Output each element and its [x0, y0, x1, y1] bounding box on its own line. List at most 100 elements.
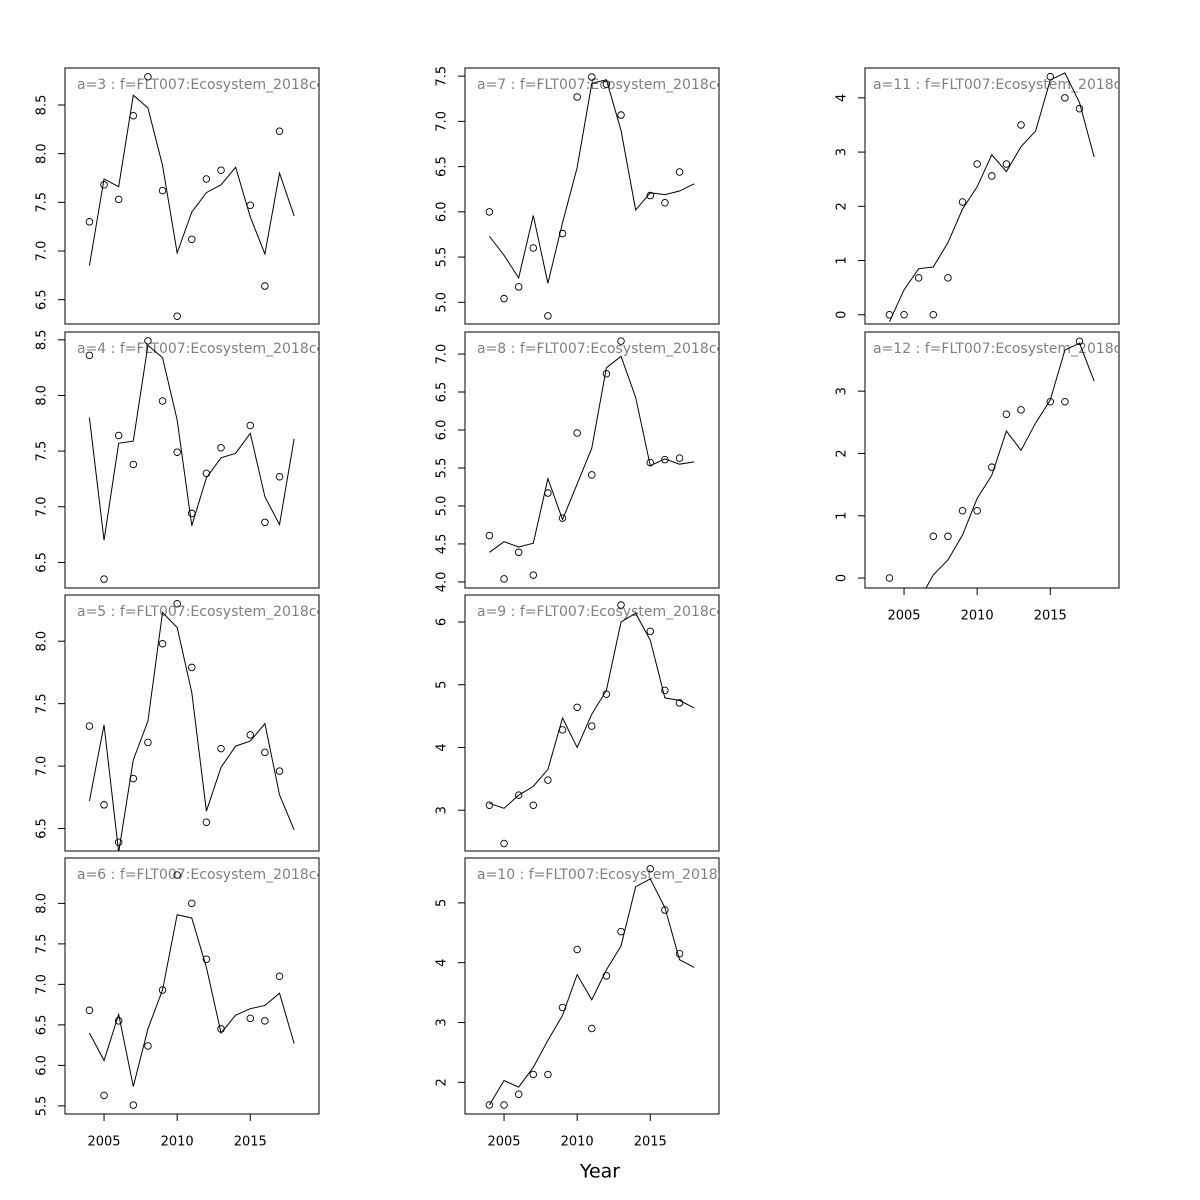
y-tick-label: 6.0 — [435, 201, 450, 222]
point — [114, 195, 123, 204]
y-tick-label: 5.0 — [435, 496, 450, 517]
point — [217, 166, 225, 174]
point — [275, 972, 284, 981]
point — [144, 1042, 152, 1050]
point — [646, 865, 655, 873]
y-tick-label: 5.5 — [435, 247, 450, 268]
x-tick-label: 2005 — [87, 1135, 120, 1150]
y-tick-label: 3 — [435, 806, 450, 814]
point — [1002, 410, 1011, 418]
fit-line — [489, 79, 695, 284]
panel-title: a=7 : f=FLT007:Ecosystem_2018cor — [477, 77, 731, 93]
y-tick-label: 7.0 — [435, 111, 450, 132]
point — [100, 801, 108, 809]
y-tick-label: 7.0 — [35, 241, 50, 262]
point — [202, 175, 211, 183]
point — [188, 663, 196, 672]
point — [529, 1070, 538, 1079]
panel-title: a=12 : f=FLT007:Ecosystem_2018cor — [873, 341, 1136, 357]
point — [588, 1024, 596, 1033]
x-tick-label: 2010 — [561, 1135, 594, 1150]
point — [275, 472, 284, 481]
y-tick-label: 5.5 — [35, 1096, 50, 1117]
point — [1061, 94, 1069, 102]
point — [661, 199, 669, 207]
panel-frame — [864, 331, 1120, 589]
fit-line — [88, 344, 295, 541]
point — [485, 1101, 494, 1109]
fit-line — [88, 914, 295, 1087]
point — [544, 1070, 552, 1079]
y-tick-label: 3 — [435, 1018, 450, 1026]
point — [514, 1090, 523, 1099]
point — [202, 818, 211, 827]
panel-title: a=6 : f=FLT007:Ecosystem_2018cor — [77, 867, 331, 883]
panel: 6.5 7.0 7.5 8.0 8.5 a=3 : f=FLT007:Ecosystem_… — [35, 67, 331, 325]
point — [944, 274, 952, 282]
panel-title: a=11 : f=FLT007:Ecosystem_2018cor — [873, 77, 1136, 93]
point — [944, 532, 952, 541]
y-tick-label: 0 — [835, 574, 850, 582]
plot-area: a=8 : f=FLT007:Ecosystem_2018cor — [477, 337, 719, 583]
point — [514, 791, 523, 799]
y-tick-label: 8.5 — [35, 95, 50, 116]
point — [129, 1101, 138, 1109]
point — [173, 871, 181, 879]
point — [544, 776, 552, 784]
point — [675, 168, 684, 176]
plot-area: a=4 : f=FLT007:Ecosystem_2018cor — [77, 337, 319, 583]
plot-area: a=10 : f=FLT007:Ecosystem_2018co — [477, 865, 719, 1109]
y-tick-label: 7.0 — [35, 974, 50, 995]
x-axis-label: Year — [579, 1161, 620, 1183]
plot-area: a=9 : f=FLT007:Ecosystem_2018cor — [477, 601, 719, 848]
point — [261, 748, 269, 757]
point — [573, 703, 581, 712]
point — [544, 312, 552, 320]
y-tick-label: 5 — [435, 681, 450, 689]
panel: 2 3 4 5 2005 2010 2015 a=10 : f=FLT007:Ecosyste… — [435, 857, 720, 1150]
point — [246, 731, 255, 739]
plot-area: a=5 : f=FLT007:Ecosystem_2018cor — [77, 599, 319, 851]
point — [958, 507, 967, 515]
y-tick-label: 1 — [835, 256, 850, 264]
point — [158, 397, 167, 405]
y-tick-label: 4.0 — [435, 572, 450, 593]
point — [1061, 398, 1069, 406]
x-tick-label: 2005 — [887, 609, 920, 624]
panel-title: a=3 : f=FLT007:Ecosystem_2018cor — [77, 77, 331, 93]
y-tick-label: 7.5 — [35, 693, 50, 714]
point — [588, 722, 596, 730]
y-tick-label: 6.5 — [35, 289, 50, 310]
point — [275, 767, 284, 775]
y-tick-label: 8.0 — [35, 893, 50, 914]
panel-frame — [464, 594, 720, 852]
point — [144, 73, 152, 81]
point — [529, 571, 538, 579]
point — [617, 601, 625, 609]
panel-frame — [864, 67, 1120, 325]
panel-frame — [64, 67, 320, 325]
point — [202, 955, 211, 964]
y-tick-label: 7.5 — [435, 66, 450, 87]
y-tick-label: 6.5 — [35, 552, 50, 573]
y-tick-label: 2 — [835, 202, 850, 210]
point — [573, 945, 581, 954]
y-tick-label: 6 — [435, 618, 450, 626]
point — [588, 73, 596, 81]
point — [617, 111, 625, 119]
point — [929, 311, 938, 319]
point — [558, 229, 567, 238]
point — [485, 531, 494, 540]
point — [188, 235, 196, 244]
point — [914, 274, 923, 282]
point — [1075, 337, 1084, 346]
point — [958, 198, 967, 206]
panel-frame — [464, 857, 720, 1115]
plot-area: a=6 : f=FLT007:Ecosystem_2018cor — [77, 867, 331, 1109]
point — [529, 244, 538, 252]
point — [261, 518, 269, 527]
panel: 6.5 7.0 7.5 8.0 a=5 : f=FLT007:Ecosystem_201… — [35, 594, 320, 852]
point — [158, 986, 167, 994]
y-tick-label: 2 — [435, 1078, 450, 1086]
point — [500, 575, 508, 583]
